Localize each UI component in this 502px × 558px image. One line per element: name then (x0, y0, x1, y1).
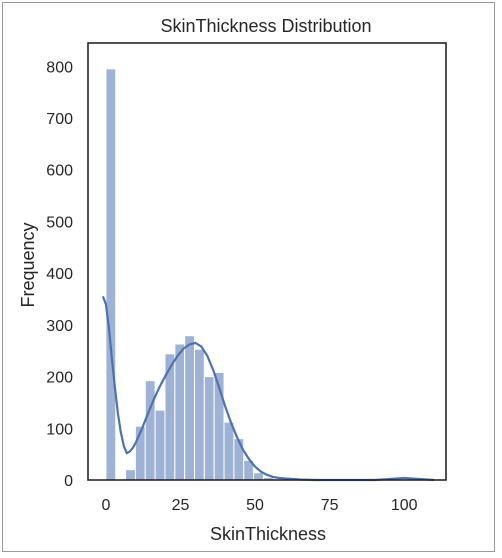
histogram-bar (125, 469, 136, 481)
y-tick-label: 0 (64, 473, 73, 490)
histogram-bar (223, 421, 235, 481)
x-tick-label: 50 (246, 497, 264, 514)
y-tick-label: 800 (46, 59, 73, 76)
histogram-bar (144, 380, 156, 481)
histogram-bar (184, 335, 196, 481)
kde-curve (101, 296, 435, 482)
x-tick-label: 75 (321, 497, 339, 514)
x-tick-label: 0 (101, 497, 110, 514)
x-tick-label: 100 (391, 497, 418, 514)
x-tick-labels: 0 25 50 75 100 (101, 497, 417, 514)
histogram-bar (105, 68, 117, 481)
y-tick-label: 500 (46, 214, 73, 231)
histogram-bar (174, 343, 186, 481)
histogram-bars (105, 68, 294, 481)
histogram-bar (233, 438, 245, 481)
y-tick-labels: 0 100 200 300 400 500 600 700 800 (46, 59, 73, 490)
y-tick-label: 700 (46, 111, 73, 128)
histogram-bar (154, 409, 166, 481)
histogram-bar (253, 472, 264, 481)
histogram-bar (194, 348, 205, 481)
y-tick-label: 100 (46, 421, 73, 438)
y-axis-label: Frequency (18, 222, 38, 307)
y-tick-label: 300 (46, 318, 73, 335)
x-tick-label: 25 (172, 497, 190, 514)
chart-title: SkinThickness Distribution (160, 16, 371, 36)
y-tick-label: 200 (46, 370, 73, 387)
histogram-bar (203, 376, 215, 481)
y-tick-label: 600 (46, 163, 73, 180)
x-axis-label: SkinThickness (210, 524, 326, 544)
axes-frame (87, 42, 447, 481)
y-tick-label: 400 (46, 266, 73, 283)
